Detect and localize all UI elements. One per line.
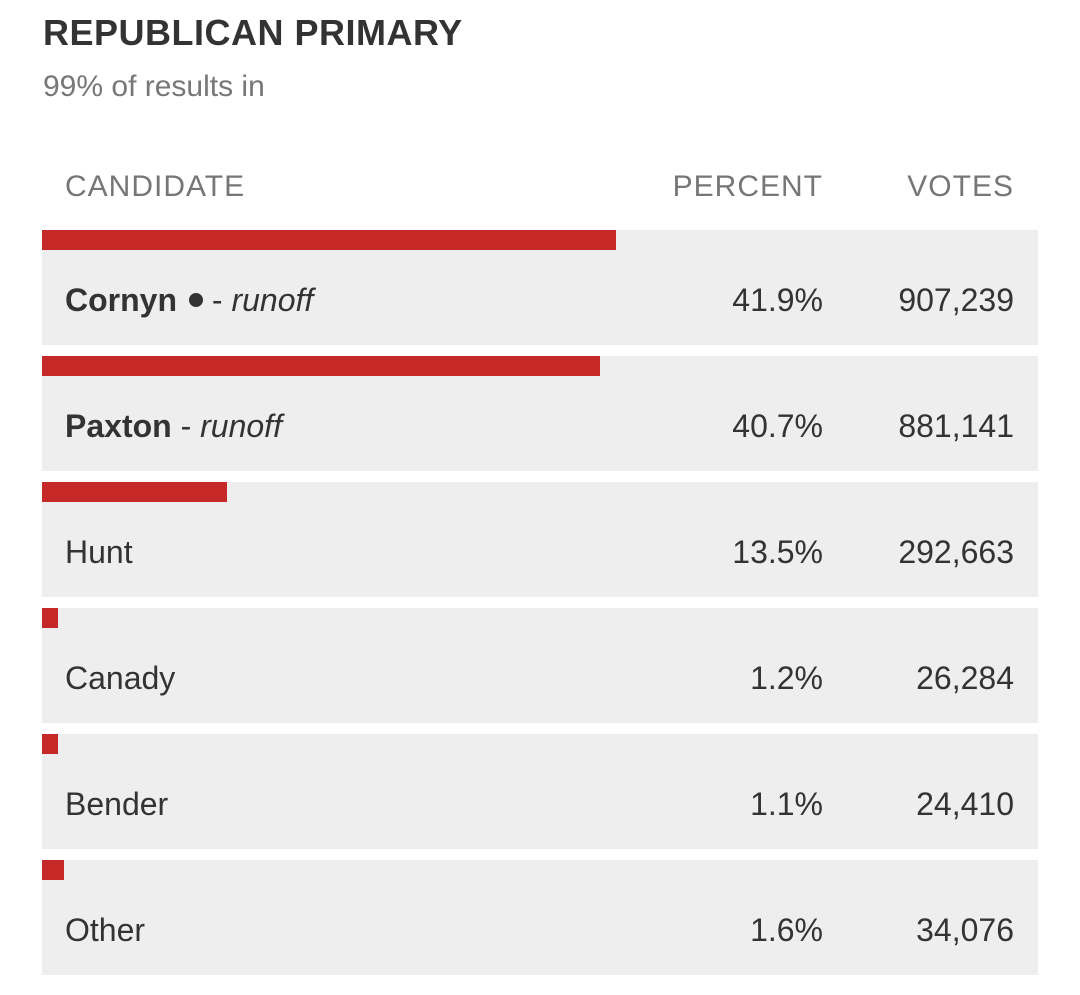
column-header-votes: VOTES — [907, 170, 1014, 203]
candidate-percent: 41.9% — [732, 282, 823, 318]
table-row: Bender 1.1% 24,410 — [42, 734, 1038, 849]
table-row: Canady 1.2% 26,284 — [42, 608, 1038, 723]
vote-share-bar — [42, 860, 64, 880]
candidate-percent: 40.7% — [732, 408, 823, 444]
candidate-votes: 26,284 — [916, 660, 1014, 696]
vote-share-bar — [42, 608, 58, 628]
candidate-name: Cornyn — [65, 282, 177, 318]
results-table-header: CANDIDATE PERCENT VOTES — [42, 170, 1038, 214]
candidate-name: Other — [65, 912, 146, 948]
table-row: Other 1.6% 34,076 — [42, 860, 1038, 975]
incumbent-dot-icon — [189, 293, 203, 307]
table-row: Cornyn - runoff 41.9% 907,239 — [42, 230, 1038, 345]
candidate-percent: 13.5% — [732, 534, 823, 570]
vote-share-bar — [42, 356, 600, 376]
candidate-votes: 881,141 — [898, 408, 1014, 444]
candidate-name: Canady — [65, 660, 176, 696]
candidate-percent: 1.6% — [750, 912, 823, 948]
vote-share-bar — [42, 734, 58, 754]
column-header-candidate: CANDIDATE — [65, 170, 246, 203]
table-row: Hunt 13.5% 292,663 — [42, 482, 1038, 597]
candidate-cell: Paxton - runoff — [65, 408, 282, 445]
candidate-cell: Other — [65, 912, 145, 949]
candidate-note: runoff — [200, 408, 282, 444]
candidate-name: Hunt — [65, 534, 133, 570]
candidate-cell: Canady — [65, 660, 175, 697]
candidate-note: runoff — [231, 282, 314, 318]
column-header-percent: PERCENT — [672, 170, 823, 203]
results-title: REPUBLICAN PRIMARY — [43, 12, 463, 53]
candidate-votes: 34,076 — [916, 912, 1014, 948]
vote-share-bar — [42, 482, 227, 502]
candidate-cell: Hunt — [65, 534, 133, 571]
candidate-separator: - — [203, 282, 232, 318]
table-row: Paxton - runoff 40.7% 881,141 — [42, 356, 1038, 471]
candidate-cell: Cornyn - runoff — [65, 282, 313, 319]
candidate-percent: 1.1% — [750, 786, 823, 822]
candidate-name: Paxton — [65, 408, 172, 444]
candidate-votes: 24,410 — [916, 786, 1014, 822]
vote-share-bar — [42, 230, 616, 250]
candidate-votes: 292,663 — [898, 534, 1014, 570]
candidate-name: Bender — [65, 786, 169, 822]
candidate-votes: 907,239 — [898, 282, 1014, 318]
results-reporting-status: 99% of results in — [43, 70, 265, 103]
candidate-separator: - — [171, 408, 201, 444]
results-table-body: Cornyn - runoff 41.9% 907,239 Paxton - r… — [42, 230, 1038, 986]
candidate-percent: 1.2% — [750, 660, 823, 696]
candidate-cell: Bender — [65, 786, 168, 823]
